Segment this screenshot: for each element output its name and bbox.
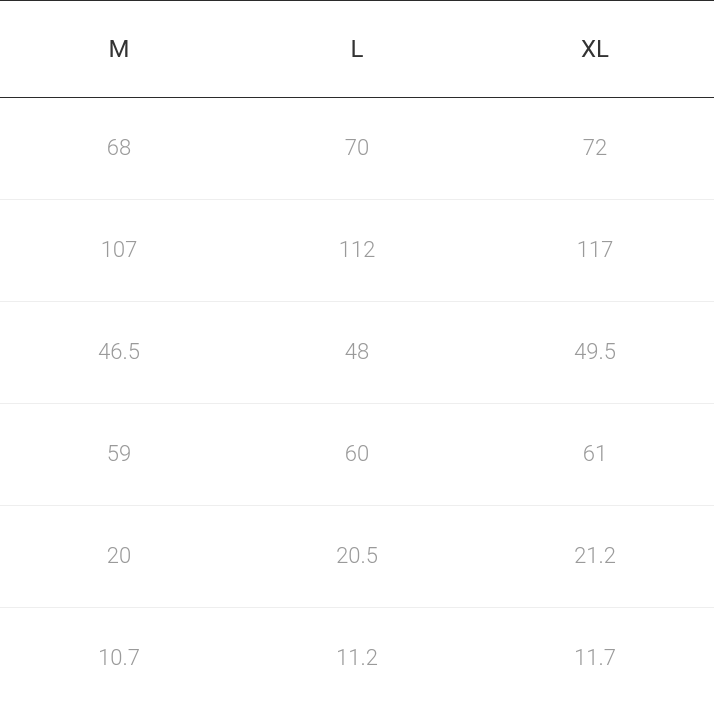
cell: 21.2 bbox=[476, 506, 714, 608]
cell: 20 bbox=[0, 506, 238, 608]
size-table-header-row: M L XL bbox=[0, 1, 714, 98]
col-header-l: L bbox=[238, 1, 476, 98]
cell: 59 bbox=[0, 404, 238, 506]
col-header-m: M bbox=[0, 1, 238, 98]
cell: 48 bbox=[238, 302, 476, 404]
cell: 68 bbox=[0, 98, 238, 200]
cell: 61 bbox=[476, 404, 714, 506]
cell: 10.7 bbox=[0, 608, 238, 710]
table-row: 68 70 72 bbox=[0, 98, 714, 200]
cell: 117 bbox=[476, 200, 714, 302]
cell: 112 bbox=[238, 200, 476, 302]
cell: 49.5 bbox=[476, 302, 714, 404]
cell: 60 bbox=[238, 404, 476, 506]
cell: 70 bbox=[238, 98, 476, 200]
cell: 72 bbox=[476, 98, 714, 200]
cell: 46.5 bbox=[0, 302, 238, 404]
table-row: 59 60 61 bbox=[0, 404, 714, 506]
size-table-body: 68 70 72 107 112 117 46.5 48 49.5 59 60 … bbox=[0, 98, 714, 710]
cell: 20.5 bbox=[238, 506, 476, 608]
size-table: M L XL 68 70 72 107 112 117 46.5 48 49.5… bbox=[0, 0, 714, 709]
table-row: 107 112 117 bbox=[0, 200, 714, 302]
table-row: 46.5 48 49.5 bbox=[0, 302, 714, 404]
table-row: 10.7 11.2 11.7 bbox=[0, 608, 714, 710]
cell: 11.2 bbox=[238, 608, 476, 710]
cell: 107 bbox=[0, 200, 238, 302]
table-row: 20 20.5 21.2 bbox=[0, 506, 714, 608]
cell: 11.7 bbox=[476, 608, 714, 710]
size-table-head: M L XL bbox=[0, 1, 714, 98]
col-header-xl: XL bbox=[476, 1, 714, 98]
